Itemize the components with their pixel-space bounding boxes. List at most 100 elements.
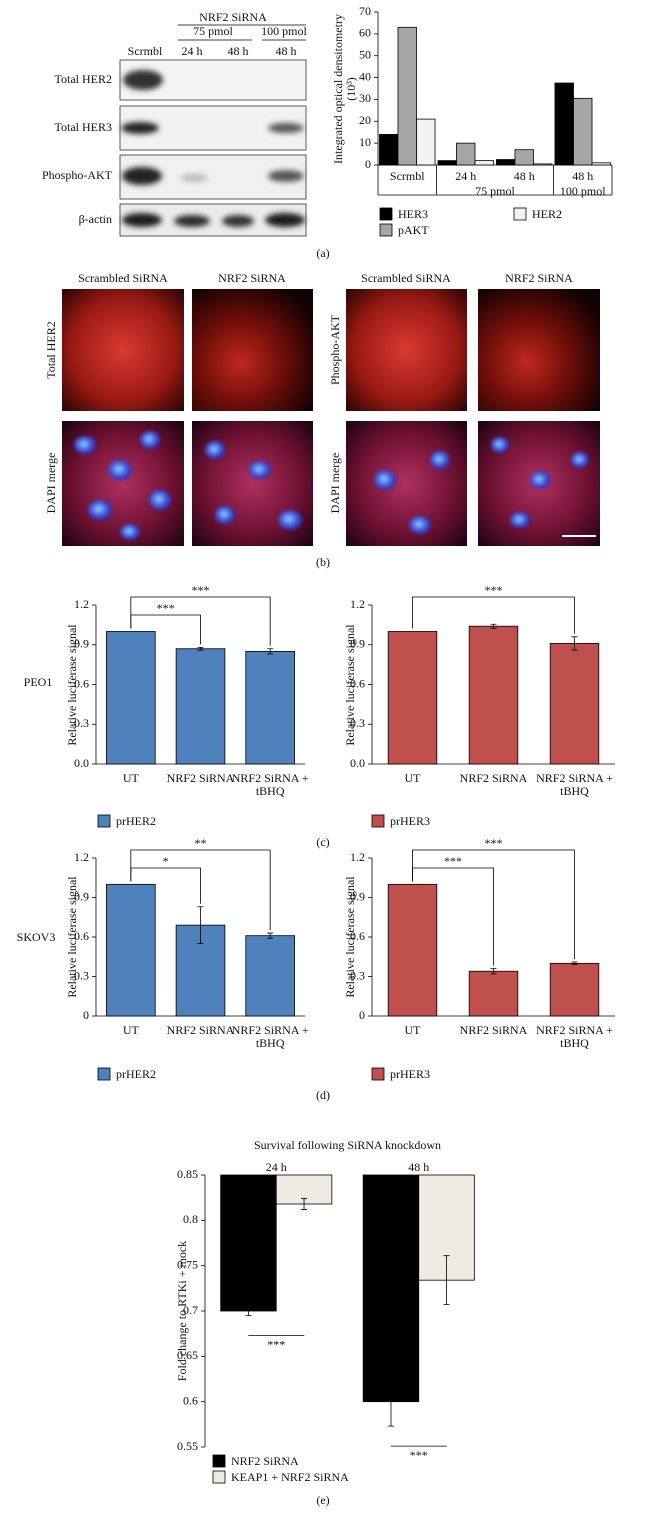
bar	[245, 650, 295, 765]
panel-label: (d)	[316, 1088, 330, 1102]
bar	[554, 82, 574, 166]
blot-header: NRF2 SiRNA	[199, 10, 267, 24]
x-tick-label: NRF2 SiRNA + tBHQ	[231, 1023, 309, 1050]
blot-bands	[121, 70, 305, 227]
micrograph	[346, 289, 467, 411]
y-tick-label: 20	[359, 113, 371, 127]
bar	[468, 970, 519, 1017]
blot-row-label: β-actin	[79, 212, 112, 226]
bar	[514, 149, 534, 166]
x-tick-label: NRF2 SiRNA + tBHQ	[231, 771, 309, 798]
x-tick-label: NRF2 SiRNA	[459, 771, 528, 785]
y-tick-label: 0.9	[350, 889, 365, 903]
error-bar	[443, 1255, 450, 1306]
significance-bracket	[412, 596, 575, 634]
legend-swatch	[379, 223, 393, 237]
y-tick-label: 0.9	[350, 637, 365, 651]
significance-label: **	[195, 836, 207, 850]
y-tick-label: 0.0	[350, 756, 365, 770]
legend-label: pAKT	[398, 223, 429, 237]
bar	[474, 160, 494, 166]
y-tick-label: 0.3	[74, 968, 89, 982]
y-tick-label: 0.6	[350, 929, 365, 943]
error-bar	[571, 961, 578, 966]
x-tick-label: 24 h	[265, 1160, 287, 1174]
y-tick-label: 0	[359, 1008, 365, 1022]
micrograph	[192, 289, 313, 411]
legend-swatch	[371, 814, 385, 828]
x-tick-label: NRF2 SiRNA	[166, 771, 235, 785]
y-tick-label: 0.55	[177, 1439, 198, 1453]
row-label: SKOV3	[17, 930, 56, 944]
row-header: Phospho-AKT	[328, 314, 342, 385]
bar	[437, 160, 457, 166]
error-bar	[197, 906, 204, 944]
x-tick-label: 48 h	[572, 169, 594, 183]
x-tick-label: 48 h	[408, 1160, 430, 1174]
y-tick-label: 0.65	[177, 1348, 198, 1362]
panel-labels: (a) (b) (c) (d) (e)	[316, 246, 330, 1507]
x-tick-label: UT	[122, 1023, 139, 1037]
legend-label: prHER3	[390, 814, 430, 828]
significance-label: ***	[157, 601, 175, 615]
panel-label: (e)	[316, 1493, 329, 1507]
x-tick-label: NRF2 SiRNA + tBHQ	[536, 1023, 613, 1050]
y-tick-label: 1.2	[350, 850, 365, 864]
y-tick-label: 60	[359, 26, 371, 40]
blot-row-label: Total HER2	[55, 72, 113, 86]
y-tick-label: 0.9	[74, 889, 89, 903]
row-header: DAPI merge	[44, 453, 58, 514]
bar	[573, 97, 593, 166]
micrographs: Scrambled SiRNA NRF2 SiRNA Scrambled SiR…	[44, 271, 600, 546]
y-tick-label: 0.85	[177, 1167, 198, 1181]
error-bar	[387, 1376, 394, 1427]
group-label: 75 pmol	[475, 184, 515, 198]
bar	[379, 133, 399, 166]
bar	[387, 883, 438, 1017]
significance-label: ***	[485, 583, 503, 597]
bar	[591, 162, 611, 166]
legend-label: prHER2	[116, 1067, 156, 1081]
bar	[106, 883, 156, 1017]
panel-label: (a)	[316, 246, 329, 260]
significance-bracket	[412, 849, 575, 960]
x-tick-label: UT	[404, 771, 421, 785]
y-tick-label: 70	[359, 4, 371, 18]
legend-label: NRF2 SiRNA	[231, 1454, 299, 1468]
error-bar	[490, 623, 497, 629]
micrograph	[478, 289, 600, 411]
lane-label: 48 h	[276, 44, 297, 58]
y-axis-label: Fold change to RTKi + mock	[174, 1240, 189, 1382]
row-header: DAPI merge	[328, 453, 342, 514]
lane-label: 24 h	[182, 44, 203, 58]
x-tick-label: 24 h	[455, 169, 477, 183]
significance-label: *	[163, 854, 169, 868]
blot-dose: 100 pmol	[261, 24, 307, 38]
y-tick-label: 0.0	[74, 756, 89, 770]
bar	[533, 163, 553, 166]
y-axis-label: Relative luciferase signal	[64, 876, 79, 998]
legend-swatch	[379, 207, 393, 221]
bar	[362, 1174, 420, 1403]
column-header: Scrambled SiRNA	[78, 271, 168, 285]
y-tick-label: 50	[359, 47, 371, 61]
legend-label: prHER2	[116, 814, 156, 828]
row-label: PEO1	[24, 675, 53, 689]
nuclei	[74, 431, 589, 540]
y-tick-label: 1.2	[350, 597, 365, 611]
bar	[175, 648, 226, 765]
legend-label: HER2	[532, 207, 562, 221]
y-tick-label: 0.3	[74, 716, 89, 730]
bar	[496, 159, 516, 166]
y-axis-label: Relative luciferase signal	[342, 876, 357, 998]
bar	[245, 935, 295, 1017]
group-label: 100 pmol	[559, 184, 606, 198]
y-tick-label: 0.9	[74, 637, 89, 651]
y-tick-label: 1.2	[74, 597, 89, 611]
error-bar	[301, 1198, 308, 1210]
bar	[397, 26, 417, 166]
bar	[220, 1174, 277, 1312]
bar	[387, 631, 438, 765]
y-tick-label: 0.8	[183, 1212, 198, 1226]
